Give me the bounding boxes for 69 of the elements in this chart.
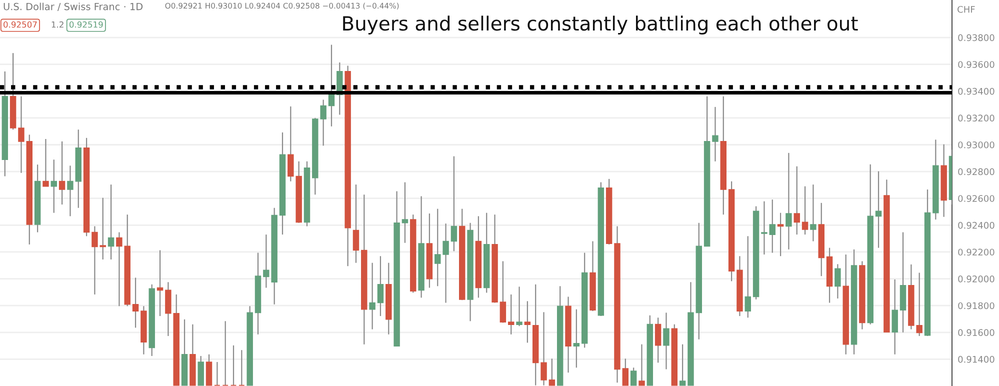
candlestick [744,236,751,318]
candlestick [548,358,556,386]
text: Buyers and sellers constantly battling each other out [343,16,858,34]
y-tick-label: 0.93400 [958,88,994,95]
candlestick [108,184,114,260]
candlestick [328,44,335,127]
candlestick [132,277,139,328]
annotation: 0.92507 [4,21,37,28]
y-tick-label: 0.92000 [958,276,994,282]
candlestick [222,320,228,386]
candlestick [761,200,768,256]
candlestick [67,165,74,217]
annotation: 1.2 [52,21,64,28]
candlestick [92,226,98,296]
candlestick [434,208,441,287]
candlestick [654,317,662,364]
candlestick [540,312,547,386]
candlestick [42,138,49,187]
y-tick-label: 0.91800 [958,302,994,310]
y-tick-label: 0.93600 [958,61,994,68]
y-tick-label: 0.92600 [958,195,994,202]
candlestick [834,264,841,300]
candlestick [622,358,629,386]
candlestick [402,182,408,244]
candlestick [377,256,384,317]
candlestick [50,159,57,214]
candlestick [777,212,784,257]
candlestick [630,367,637,386]
candlestick [230,344,237,386]
candlestick [769,199,776,254]
y-tick-label: 0.93200 [958,114,994,122]
candlestick [450,156,458,252]
candlestick [18,96,24,174]
candlestick [116,232,122,307]
y-tick-label: 0.92200 [958,248,994,256]
candlestick [508,294,514,335]
candlestick [892,278,898,355]
y-tick-label: 0.92400 [958,222,994,229]
candlestick [156,250,164,317]
candlestick [369,262,376,330]
y-tick-label: 0.92800 [958,168,994,176]
candlestick [214,361,220,386]
candlestick [524,300,531,344]
candlestick [679,344,686,386]
y-tick-label: 0.91400 [958,356,994,363]
text: CHF [958,6,975,13]
y-tick-label: 0.93000 [958,141,994,148]
candlestick [712,106,718,162]
candlestick [663,312,670,370]
candlestick [516,286,522,327]
annotation: 0.92519 [69,21,103,28]
candlestick [100,197,106,260]
y-tick-label: 0.93800 [958,34,994,42]
candlestick [198,355,204,386]
candlestick [500,260,506,324]
candlestick [802,186,808,236]
annotation: U.S. Dollar / Swiss Franc · 1D [4,2,143,11]
candlestick [352,184,360,264]
candlestick [238,350,245,386]
candlestick [786,152,792,250]
y-tick-label: 0.91600 [958,329,994,336]
candlestick [638,344,645,386]
candlestick [810,184,816,242]
candlestick [58,140,66,206]
candlestick [442,223,449,304]
candlestick [794,166,800,236]
candlestick [573,308,580,368]
candlestick [875,170,882,248]
candlestick [206,354,212,386]
